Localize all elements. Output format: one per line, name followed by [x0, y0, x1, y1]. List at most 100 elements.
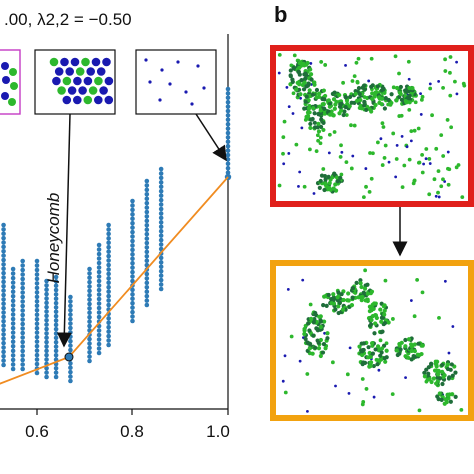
scatter-point: [106, 324, 111, 330]
cluster-particle: [334, 175, 340, 180]
cluster-particle: [422, 374, 427, 379]
gas-particle: [394, 175, 398, 179]
cluster-particle: [308, 125, 313, 131]
cluster-particle: [359, 341, 364, 346]
gas-particle: [309, 62, 313, 65]
cluster-particle: [332, 106, 337, 111]
scatter-point: [130, 252, 135, 257]
gas-particle: [397, 71, 401, 76]
scatter-point: [87, 354, 92, 359]
scatter-point: [1, 336, 6, 342]
cluster-particle: [321, 319, 327, 324]
gas-particle: [363, 268, 368, 273]
gas-particle: [420, 290, 425, 295]
cluster-particle: [379, 102, 384, 107]
scatter-point: [130, 238, 135, 244]
scatter-point: [1, 257, 6, 263]
cluster-particle: [361, 290, 366, 295]
scatter-point: [225, 121, 231, 127]
gas-particle: [344, 160, 349, 165]
scatter-point: [34, 357, 40, 362]
cluster-particle: [350, 295, 355, 300]
gas-particle: [439, 133, 444, 138]
scatter-point: [158, 175, 164, 181]
scatter-point: [106, 298, 111, 303]
gas-particle: [281, 379, 285, 383]
gas-particle: [443, 279, 447, 283]
cluster-particle: [449, 362, 454, 367]
scatter-point: [44, 365, 49, 371]
gas-particle: [443, 69, 448, 73]
scatter-point: [1, 358, 6, 363]
gas-particle: [292, 53, 297, 58]
gas-particle: [327, 132, 332, 137]
cluster-particle: [295, 80, 300, 85]
cluster-particle: [314, 95, 319, 100]
cluster-particle: [316, 112, 321, 117]
cluster-particle: [296, 69, 301, 74]
cluster-particle: [437, 376, 443, 381]
inset-particle: [60, 57, 69, 67]
cluster-particle: [338, 175, 343, 180]
inset-particle: [94, 95, 103, 105]
scatter-point: [68, 334, 73, 340]
scatter-point: [158, 233, 164, 238]
scatter-point: [87, 288, 92, 294]
scatter-point: [225, 86, 231, 92]
inset-particle: [94, 76, 103, 86]
cluster-particle: [440, 381, 445, 387]
inset-gas: [135, 49, 217, 115]
gas-particle: [412, 314, 417, 319]
scatter-point: [44, 322, 49, 327]
scatter-point: [96, 314, 102, 320]
cluster-particle: [350, 286, 356, 291]
inset-particles: [144, 58, 206, 106]
gas-particle: [345, 372, 350, 377]
scatter-point: [44, 344, 49, 349]
gas-particle: [407, 157, 412, 162]
gas-particle: [355, 80, 360, 85]
scatter-point: [96, 292, 102, 297]
gas-particle: [380, 163, 385, 167]
cluster-particle: [395, 348, 400, 353]
cluster-particle: [304, 94, 309, 99]
scatter-point: [106, 271, 111, 277]
gas-particle: [367, 79, 371, 83]
cluster-particle: [410, 86, 415, 91]
cluster-particle: [386, 97, 391, 103]
inset-particle: [96, 67, 106, 76]
gas-particle: [307, 147, 312, 152]
scatter-point: [34, 321, 40, 327]
cluster-particle: [334, 99, 339, 104]
cluster-particle: [380, 329, 385, 334]
cluster-particle: [302, 80, 307, 85]
inset-particle: [88, 86, 98, 95]
gas-particle: [339, 172, 344, 177]
scatter-point: [96, 305, 102, 311]
cluster-particle: [424, 367, 429, 372]
scatter-point: [10, 303, 16, 308]
scatter-point: [44, 300, 49, 306]
cluster-particle: [379, 350, 384, 355]
cluster-particle: [305, 60, 310, 66]
cluster-particle: [303, 336, 308, 342]
cluster-particle: [378, 353, 383, 358]
scatter-point: [44, 317, 49, 323]
scatter-point: [144, 205, 150, 210]
gas-particle: [340, 150, 344, 154]
scatter-point: [68, 338, 73, 344]
scatter-point: [87, 336, 92, 342]
inset-particle: [202, 86, 206, 90]
gas-particle: [349, 123, 353, 128]
scatter-point: [144, 245, 150, 250]
scatter-point: [1, 248, 6, 254]
gas-particle: [451, 325, 455, 328]
scatter-point: [158, 237, 164, 243]
gas-particle: [282, 119, 287, 124]
gas-particle: [439, 184, 444, 189]
scatter-point: [68, 343, 73, 348]
scatter-point: [53, 305, 59, 310]
scatter-point: [34, 352, 40, 358]
scatter-point: [87, 266, 92, 272]
scatter-point: [87, 271, 92, 276]
